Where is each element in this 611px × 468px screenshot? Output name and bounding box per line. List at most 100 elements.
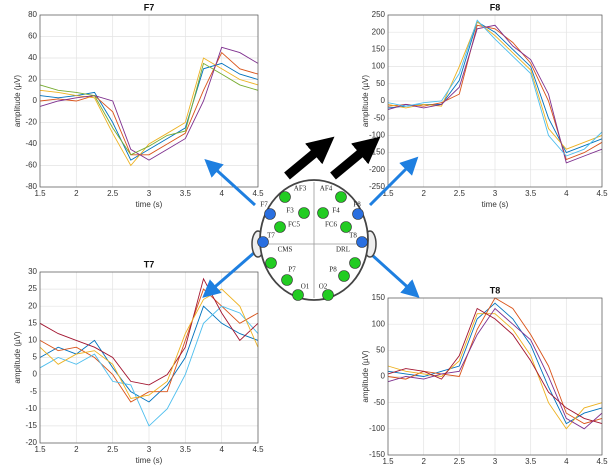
electrode-label: F4 — [332, 207, 340, 215]
y-tick-label: 50 — [376, 345, 385, 354]
x-tick-label: 1.5 — [382, 457, 394, 466]
x-tick-label: 2 — [421, 189, 426, 198]
axes-box — [387, 297, 603, 456]
electrode-label: FC6 — [325, 221, 338, 229]
chart: 1.5 2 2.5 3 3.5 4 4.5 -150 -100 -50 0 50 100 150 T8 amp… — [361, 285, 608, 466]
y-tick-label: 5 — [33, 353, 38, 362]
electrode — [352, 208, 364, 220]
x-tick-label: 2.5 — [107, 445, 119, 454]
arrows — [202, 136, 420, 299]
electrode-label: FC5 — [288, 221, 301, 229]
electrode — [274, 221, 286, 233]
y-tick-label: -200 — [369, 165, 386, 174]
x-tick-label: 2.5 — [454, 189, 466, 198]
chart-title: T8 — [490, 285, 501, 295]
y-tick-label: -100 — [369, 131, 386, 140]
y-tick-label: 0 — [381, 96, 386, 105]
y-axis-label: amplitude (µV) — [13, 75, 22, 128]
chart: 1.5 2 2.5 3 3.5 4 4.5 -80 -60 -40 -20 0 20 40 60 80 F7 ti… — [13, 2, 264, 209]
y-axis-label: amplitude (µV) — [361, 350, 370, 403]
electrode-label: F8 — [353, 201, 361, 209]
electrode — [338, 270, 350, 282]
y-tick-label: -100 — [369, 424, 386, 433]
electrodes: AF3 AF4 F3 F4 FC5 FC6 F7 F8 T7 T8 CMS DRL P7 P8 O1 O2 — [257, 185, 368, 301]
x-tick-label: 3.5 — [180, 189, 192, 198]
x-tick-label: 4.5 — [252, 445, 264, 454]
x-tick-label: 3.5 — [525, 457, 537, 466]
y-tick-label: 50 — [376, 79, 385, 88]
electrode-label: P7 — [288, 266, 296, 274]
axes-box — [39, 271, 259, 444]
arrow — [370, 253, 420, 299]
arrow — [204, 158, 257, 207]
x-tick-label: 4 — [219, 189, 224, 198]
y-tick-label: 30 — [28, 267, 37, 276]
y-tick-label: 25 — [28, 284, 37, 293]
electrode — [257, 236, 269, 248]
y-tick-label: 60 — [28, 32, 37, 41]
x-tick-label: 4 — [564, 457, 569, 466]
electrode — [264, 208, 276, 220]
x-tick-label: 3.5 — [180, 445, 192, 454]
electrode — [279, 191, 291, 203]
electrode-label: F7 — [260, 201, 268, 209]
y-tick-label: 150 — [372, 45, 386, 54]
electrode — [349, 257, 361, 269]
y-tick-label: -20 — [25, 118, 37, 127]
y-axis-label: amplitude (µV) — [13, 331, 22, 384]
y-tick-label: 0 — [33, 96, 38, 105]
electrode-label: O2 — [319, 283, 328, 291]
trace — [387, 307, 603, 430]
chart-title: F7 — [144, 2, 155, 12]
y-tick-label: 250 — [372, 10, 386, 19]
head — [251, 179, 377, 301]
x-tick-label: 4.5 — [596, 457, 608, 466]
y-tick-label: -15 — [25, 421, 37, 430]
trace — [387, 21, 603, 150]
electrode-label: DRL — [336, 246, 350, 254]
y-tick-label: 200 — [372, 27, 386, 36]
x-tick-label: 2 — [421, 457, 426, 466]
trace — [387, 307, 603, 425]
y-tick-label: 0 — [33, 370, 38, 379]
y-tick-label: -250 — [369, 182, 386, 191]
electrode-label: F3 — [286, 207, 294, 215]
y-tick-label: 80 — [28, 10, 37, 19]
trace — [39, 277, 259, 386]
y-tick-label: 40 — [28, 53, 37, 62]
electrode — [322, 289, 334, 301]
electrode-label: P8 — [329, 266, 337, 274]
y-tick-label: 10 — [28, 336, 37, 345]
x-axis-label: time (s) — [482, 200, 509, 209]
electrode — [292, 289, 304, 301]
y-tick-label: 100 — [372, 62, 386, 71]
x-tick-label: 4 — [564, 189, 569, 198]
y-tick-label: -60 — [25, 161, 37, 170]
x-tick-label: 3 — [493, 457, 498, 466]
y-tick-label: 100 — [372, 319, 386, 328]
trace — [387, 19, 603, 157]
electrode — [281, 274, 293, 286]
electrode-label: AF4 — [320, 185, 333, 193]
y-tick-label: -150 — [369, 450, 386, 459]
arrow — [202, 250, 256, 298]
electrode-label: T7 — [267, 232, 275, 240]
trace — [39, 305, 259, 427]
x-tick-label: 3 — [147, 445, 152, 454]
electrode — [340, 221, 352, 233]
chart-title: F8 — [490, 2, 501, 12]
trace — [39, 57, 259, 167]
x-tick-label: 2 — [74, 189, 79, 198]
y-tick-label: 150 — [372, 293, 386, 302]
electrode — [335, 191, 347, 203]
trace — [39, 46, 259, 161]
y-tick-label: 20 — [28, 75, 37, 84]
trace — [387, 302, 603, 425]
electrode-label: AF3 — [294, 185, 307, 193]
chart: 1.5 2 2.5 3 3.5 4 4.5 -250 -200 -150 -100 -50 0 50 100… — [361, 2, 608, 209]
y-tick-label: -40 — [25, 139, 37, 148]
trace — [387, 24, 603, 161]
electrode-label: T8 — [349, 232, 357, 240]
y-tick-label: 0 — [381, 372, 386, 381]
